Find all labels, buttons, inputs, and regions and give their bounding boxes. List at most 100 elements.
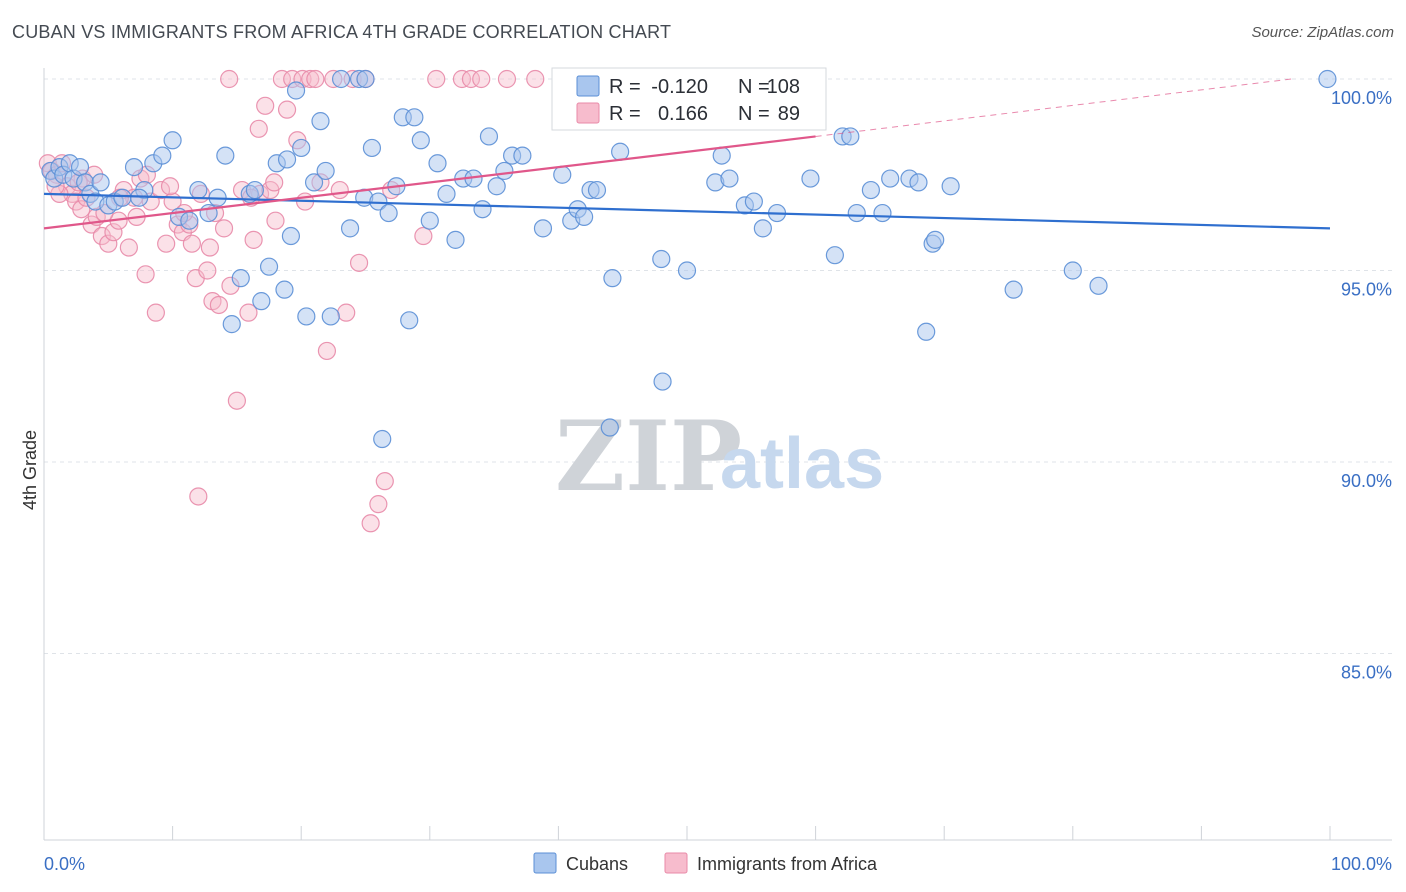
data-point-africa — [265, 173, 284, 192]
data-point-africa — [427, 69, 446, 89]
data-point-cubans — [153, 146, 172, 165]
data-point-cubans — [495, 161, 514, 181]
legend-bottom-swatch-africa — [664, 852, 688, 874]
data-point-africa — [160, 177, 180, 196]
data-point-cubans — [252, 292, 271, 311]
data-point-cubans — [245, 180, 265, 200]
data-point-africa — [182, 234, 201, 253]
data-point-cubans — [861, 180, 880, 200]
data-point-cubans — [297, 307, 316, 326]
data-point-cubans — [216, 146, 235, 165]
data-point-cubans — [841, 127, 860, 146]
data-point-africa — [104, 223, 123, 242]
grid-lines — [44, 78, 1392, 654]
data-point-africa — [220, 69, 239, 89]
data-point-cubans — [379, 203, 398, 223]
legend-r-value-cubans: -0.120 — [651, 76, 708, 98]
data-point-africa — [472, 69, 491, 89]
data-point-cubans — [373, 429, 392, 449]
data-point-africa — [256, 96, 275, 115]
series-cubans — [41, 69, 1337, 449]
data-point-cubans — [611, 142, 630, 161]
legend-r-label-africa: R = — [609, 103, 641, 125]
legend-series: Cubans Immigrants from Africa — [533, 852, 878, 874]
data-point-cubans — [1063, 261, 1082, 280]
data-point-cubans — [603, 269, 622, 288]
chart-title: CUBAN VS IMMIGRANTS FROM AFRICA 4TH GRAD… — [12, 22, 672, 42]
data-point-cubans — [163, 131, 182, 150]
trend-line-africa-extension — [815, 78, 1292, 137]
data-point-cubans — [411, 131, 430, 150]
data-point-cubans — [744, 192, 763, 211]
data-point-cubans — [113, 188, 132, 207]
data-point-cubans — [281, 226, 301, 246]
data-point-cubans — [316, 161, 335, 181]
data-point-africa — [146, 303, 165, 322]
data-point-cubans — [479, 127, 499, 146]
data-point-cubans — [356, 69, 375, 89]
data-point-cubans — [437, 184, 456, 203]
legend-bottom-label-cubans: Cubans — [566, 854, 628, 874]
data-point-africa — [99, 234, 118, 253]
data-point-africa — [209, 295, 228, 315]
watermark-zip: ZIP — [555, 400, 742, 513]
y-tick-label: 90.0% — [1341, 471, 1392, 491]
data-point-cubans — [801, 169, 820, 188]
data-point-africa — [301, 69, 320, 89]
data-point-cubans — [487, 177, 506, 196]
axes — [43, 68, 1392, 841]
legend-n-label-africa: N = — [738, 103, 770, 125]
data-point-africa — [249, 119, 268, 138]
data-point-africa — [272, 69, 292, 89]
data-point-africa — [277, 100, 297, 119]
data-point-cubans — [652, 249, 671, 269]
trend-line-africa — [43, 135, 816, 230]
data-point-africa — [361, 514, 380, 533]
legend-swatch-cubans — [576, 75, 600, 97]
legend-swatch-africa — [576, 102, 600, 124]
trend-lines — [43, 78, 1331, 230]
data-point-africa — [200, 238, 219, 257]
data-point-cubans — [340, 219, 360, 238]
x-tick-label-max: 100.0% — [1331, 854, 1392, 874]
data-point-cubans — [91, 173, 110, 192]
y-tick-label: 85.0% — [1341, 663, 1392, 683]
data-point-cubans — [753, 219, 772, 238]
data-point-cubans — [1089, 276, 1108, 295]
data-point-cubans — [362, 138, 382, 158]
data-point-cubans — [653, 372, 672, 391]
data-point-cubans — [180, 211, 199, 230]
source-credit: Source: ZipAtlas.com — [1251, 24, 1394, 41]
data-point-cubans — [825, 246, 844, 265]
data-point-cubans — [847, 203, 866, 223]
data-point-africa — [214, 219, 234, 238]
data-point-africa — [227, 391, 246, 410]
data-point-africa — [239, 303, 258, 322]
legend-stats: R = -0.120 N = 108 R = 0.166 N = 89 — [551, 67, 827, 131]
data-point-cubans — [189, 180, 208, 200]
data-point-cubans — [70, 157, 90, 177]
data-point-cubans — [873, 203, 892, 223]
series-immigrants-from-africa — [38, 69, 545, 533]
data-point-cubans — [587, 180, 607, 200]
data-point-cubans — [677, 261, 697, 280]
y-axis-title: 4th Grade — [20, 430, 40, 510]
legend-bottom-label-africa: Immigrants from Africa — [697, 854, 878, 874]
data-point-cubans — [286, 81, 306, 100]
data-point-cubans — [259, 257, 279, 276]
data-point-cubans — [720, 169, 739, 188]
data-point-africa — [72, 200, 91, 219]
data-point-cubans — [124, 157, 144, 177]
data-point-cubans — [222, 315, 241, 334]
data-point-cubans — [553, 165, 572, 184]
data-point-cubans — [881, 169, 900, 188]
data-point-africa — [266, 211, 285, 230]
y-tick-label: 100.0% — [1331, 88, 1392, 108]
data-point-cubans — [304, 173, 324, 192]
data-point-cubans — [311, 112, 330, 131]
data-point-africa — [330, 180, 349, 200]
data-point-cubans — [926, 230, 945, 249]
data-point-africa — [189, 487, 208, 506]
legend-n-value-cubans: 108 — [767, 76, 800, 98]
data-point-cubans — [420, 211, 439, 230]
